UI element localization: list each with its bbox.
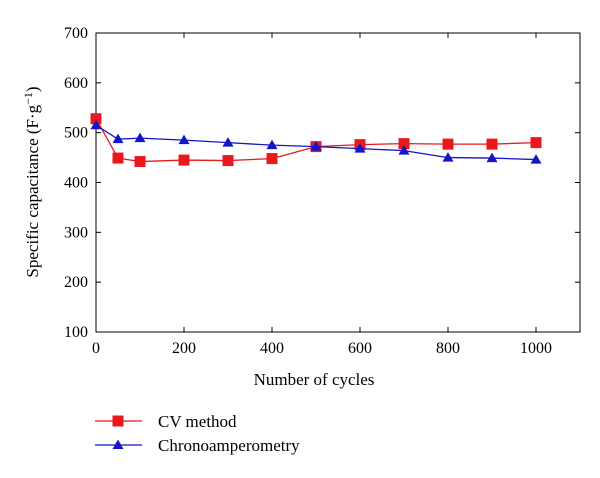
data-point-triangle	[266, 139, 278, 150]
legend-item-cv: CV method	[95, 412, 237, 431]
plot-frame-group	[95, 32, 581, 333]
data-point-triangle	[134, 132, 146, 143]
data-point-square	[134, 156, 146, 168]
data-point-square	[398, 138, 410, 150]
series-line	[95, 118, 537, 163]
x-tick-label: 200	[172, 340, 196, 357]
series-cv-method	[90, 113, 542, 168]
data-point-square	[222, 155, 234, 167]
y-tick-label: 400	[64, 175, 88, 192]
series-line	[95, 124, 537, 161]
series-chronoamperometry	[90, 119, 542, 164]
y-axis-label-main: Specific capacitance (F·g	[23, 104, 42, 277]
data-point-square	[266, 153, 278, 165]
data-point-triangle	[90, 119, 102, 130]
data-point-triangle	[178, 134, 190, 145]
data-point-square	[530, 137, 542, 149]
data-point-triangle	[112, 133, 124, 144]
data-point-square	[442, 138, 454, 150]
x-tick-label: 800	[436, 340, 460, 357]
y-tick-label: 500	[64, 125, 88, 142]
data-point-triangle	[354, 143, 366, 153]
data-point-triangle	[486, 152, 498, 163]
y-tick-label: 700	[64, 25, 88, 42]
legend: CV method Chronoamperometry	[95, 412, 300, 455]
data-point-triangle	[530, 154, 542, 164]
y-axis-label: Specific capacitance (F·g−1)	[21, 86, 42, 277]
x-axis-label: Number of cycles	[254, 370, 375, 389]
data-point-triangle	[398, 145, 410, 155]
y-axis-ticks: 100 200 300 400 500 600 700	[64, 25, 580, 341]
x-tick-label: 600	[348, 340, 372, 357]
data-point-triangle	[310, 141, 322, 151]
legend-label-cv: CV method	[158, 412, 237, 431]
data-point-square	[486, 138, 498, 150]
x-axis-ticks: 0 200 400 600 800 1000	[92, 33, 552, 357]
x-tick-label: 1000	[520, 340, 552, 357]
series-layer	[90, 113, 542, 168]
data-point-triangle	[222, 137, 234, 147]
data-point-square	[178, 154, 190, 166]
y-axis-label-close: )	[23, 86, 42, 92]
y-tick-label: 200	[64, 274, 88, 291]
y-tick-label: 100	[64, 324, 88, 341]
x-tick-label: 400	[260, 340, 284, 357]
plot-frame	[95, 32, 581, 333]
legend-marker-chrono	[112, 439, 124, 449]
legend-item-chrono: Chronoamperometry	[95, 436, 300, 455]
x-tick-label: 0	[92, 340, 100, 357]
data-point-triangle	[442, 152, 454, 162]
y-axis-label-superscript: −1	[21, 92, 35, 105]
data-point-square	[90, 113, 102, 125]
y-tick-label: 600	[64, 75, 88, 92]
y-tick-label: 300	[64, 224, 88, 241]
data-point-square	[112, 152, 124, 164]
legend-label-chrono: Chronoamperometry	[158, 436, 300, 455]
legend-marker-cv	[112, 415, 124, 427]
